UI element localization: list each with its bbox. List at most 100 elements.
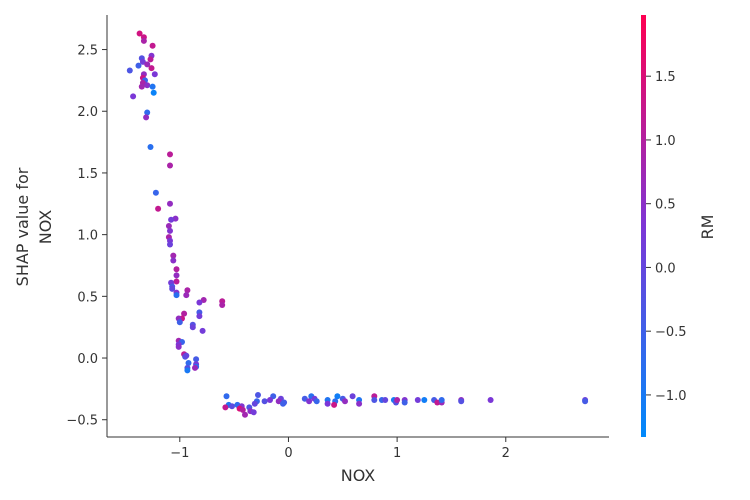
x-tick-label: 2 [502, 446, 510, 461]
data-point [394, 397, 401, 403]
y-axis-label: SHAP value for NOX [13, 167, 55, 286]
data-point [135, 62, 142, 69]
data-point [189, 324, 196, 331]
colorbar-tick-label: −0.5 [655, 325, 687, 340]
colorbar-ticks: −1.0 −0.5 0.0 0.5 1.0 1.5 [646, 70, 687, 404]
data-point [334, 393, 341, 400]
data-point [144, 82, 151, 89]
data-point [255, 392, 261, 398]
colorbar-label: RM [698, 215, 717, 240]
x-ticks: −1 0 1 2 [170, 437, 510, 461]
data-point [151, 71, 158, 78]
data-point [219, 302, 226, 308]
colorbar-tick-label: 1.5 [655, 70, 676, 85]
data-point [149, 83, 156, 90]
data-point [438, 397, 445, 403]
y-tick-label: 1.0 [77, 229, 98, 244]
data-point [196, 299, 203, 306]
data-point [582, 398, 589, 405]
data-point [193, 356, 200, 363]
data-point [371, 397, 378, 403]
data-point [196, 313, 203, 320]
scatter-points [126, 30, 589, 418]
data-point [184, 287, 191, 294]
colorbar-tick-label: 0.0 [655, 261, 676, 276]
data-point [382, 397, 389, 403]
data-point [167, 241, 173, 248]
y-tick-label: 2.0 [77, 105, 98, 120]
data-point [173, 278, 180, 285]
data-point [143, 114, 150, 121]
y-tick-label: −0.5 [66, 414, 98, 429]
data-point [324, 400, 331, 407]
data-point [140, 37, 147, 44]
data-point [185, 360, 192, 366]
data-point [168, 216, 175, 223]
data-point [313, 398, 320, 405]
colorbar-tick-label: −1.0 [655, 389, 687, 404]
y-tick-label: 2.5 [77, 44, 98, 59]
data-point [349, 393, 356, 400]
data-point [184, 367, 191, 374]
data-point [150, 89, 157, 96]
data-point [175, 343, 182, 350]
data-point [149, 42, 156, 49]
data-point [167, 162, 173, 169]
data-point [280, 400, 286, 407]
data-point [167, 227, 173, 234]
data-point [242, 411, 248, 418]
data-point [458, 398, 465, 405]
data-point [342, 398, 348, 405]
data-point [144, 109, 151, 116]
data-point [183, 292, 190, 299]
x-tick-label: −1 [170, 446, 189, 461]
data-point [356, 400, 363, 407]
data-point [170, 257, 177, 264]
colorbar-tick-label: 1.0 [655, 134, 676, 149]
x-tick-label: 0 [284, 446, 292, 461]
y-tick-label: 1.5 [77, 167, 98, 182]
data-point [181, 310, 188, 317]
data-point [147, 144, 154, 150]
data-point [167, 151, 173, 158]
data-point [170, 252, 177, 259]
y-tick-label: 0.0 [77, 352, 98, 367]
data-point [173, 272, 180, 279]
data-point [167, 200, 173, 207]
data-point [183, 352, 190, 359]
data-point [173, 292, 180, 299]
data-point [331, 401, 338, 408]
data-point [148, 65, 155, 72]
data-point [169, 285, 176, 292]
y-axis-label-line-2: NOX [36, 210, 55, 245]
data-point [192, 364, 198, 371]
data-point [155, 205, 162, 212]
data-point [267, 397, 273, 403]
data-point [176, 319, 183, 326]
data-point [126, 67, 133, 74]
data-point [306, 398, 313, 405]
data-point [250, 409, 257, 416]
data-point [147, 56, 154, 63]
data-point [173, 266, 180, 273]
data-point [223, 393, 230, 400]
x-axis-label: NOX [341, 466, 376, 485]
data-point [434, 399, 441, 406]
data-point [414, 397, 421, 403]
data-point [251, 400, 258, 407]
data-point [138, 83, 145, 90]
data-point [401, 399, 408, 406]
data-point [130, 93, 137, 100]
data-point [165, 223, 172, 229]
data-point [421, 397, 428, 403]
colorbar-tick-label: 0.5 [655, 198, 676, 213]
y-axis-label-line-1: SHAP value for [13, 167, 32, 286]
data-point [229, 403, 235, 410]
data-point [136, 30, 143, 37]
y-ticks: −0.5 0.0 0.5 1.0 1.5 2.0 2.5 [66, 44, 107, 429]
data-point [487, 397, 494, 403]
data-point [261, 398, 268, 405]
data-point [199, 327, 206, 334]
colorbar [641, 15, 646, 437]
